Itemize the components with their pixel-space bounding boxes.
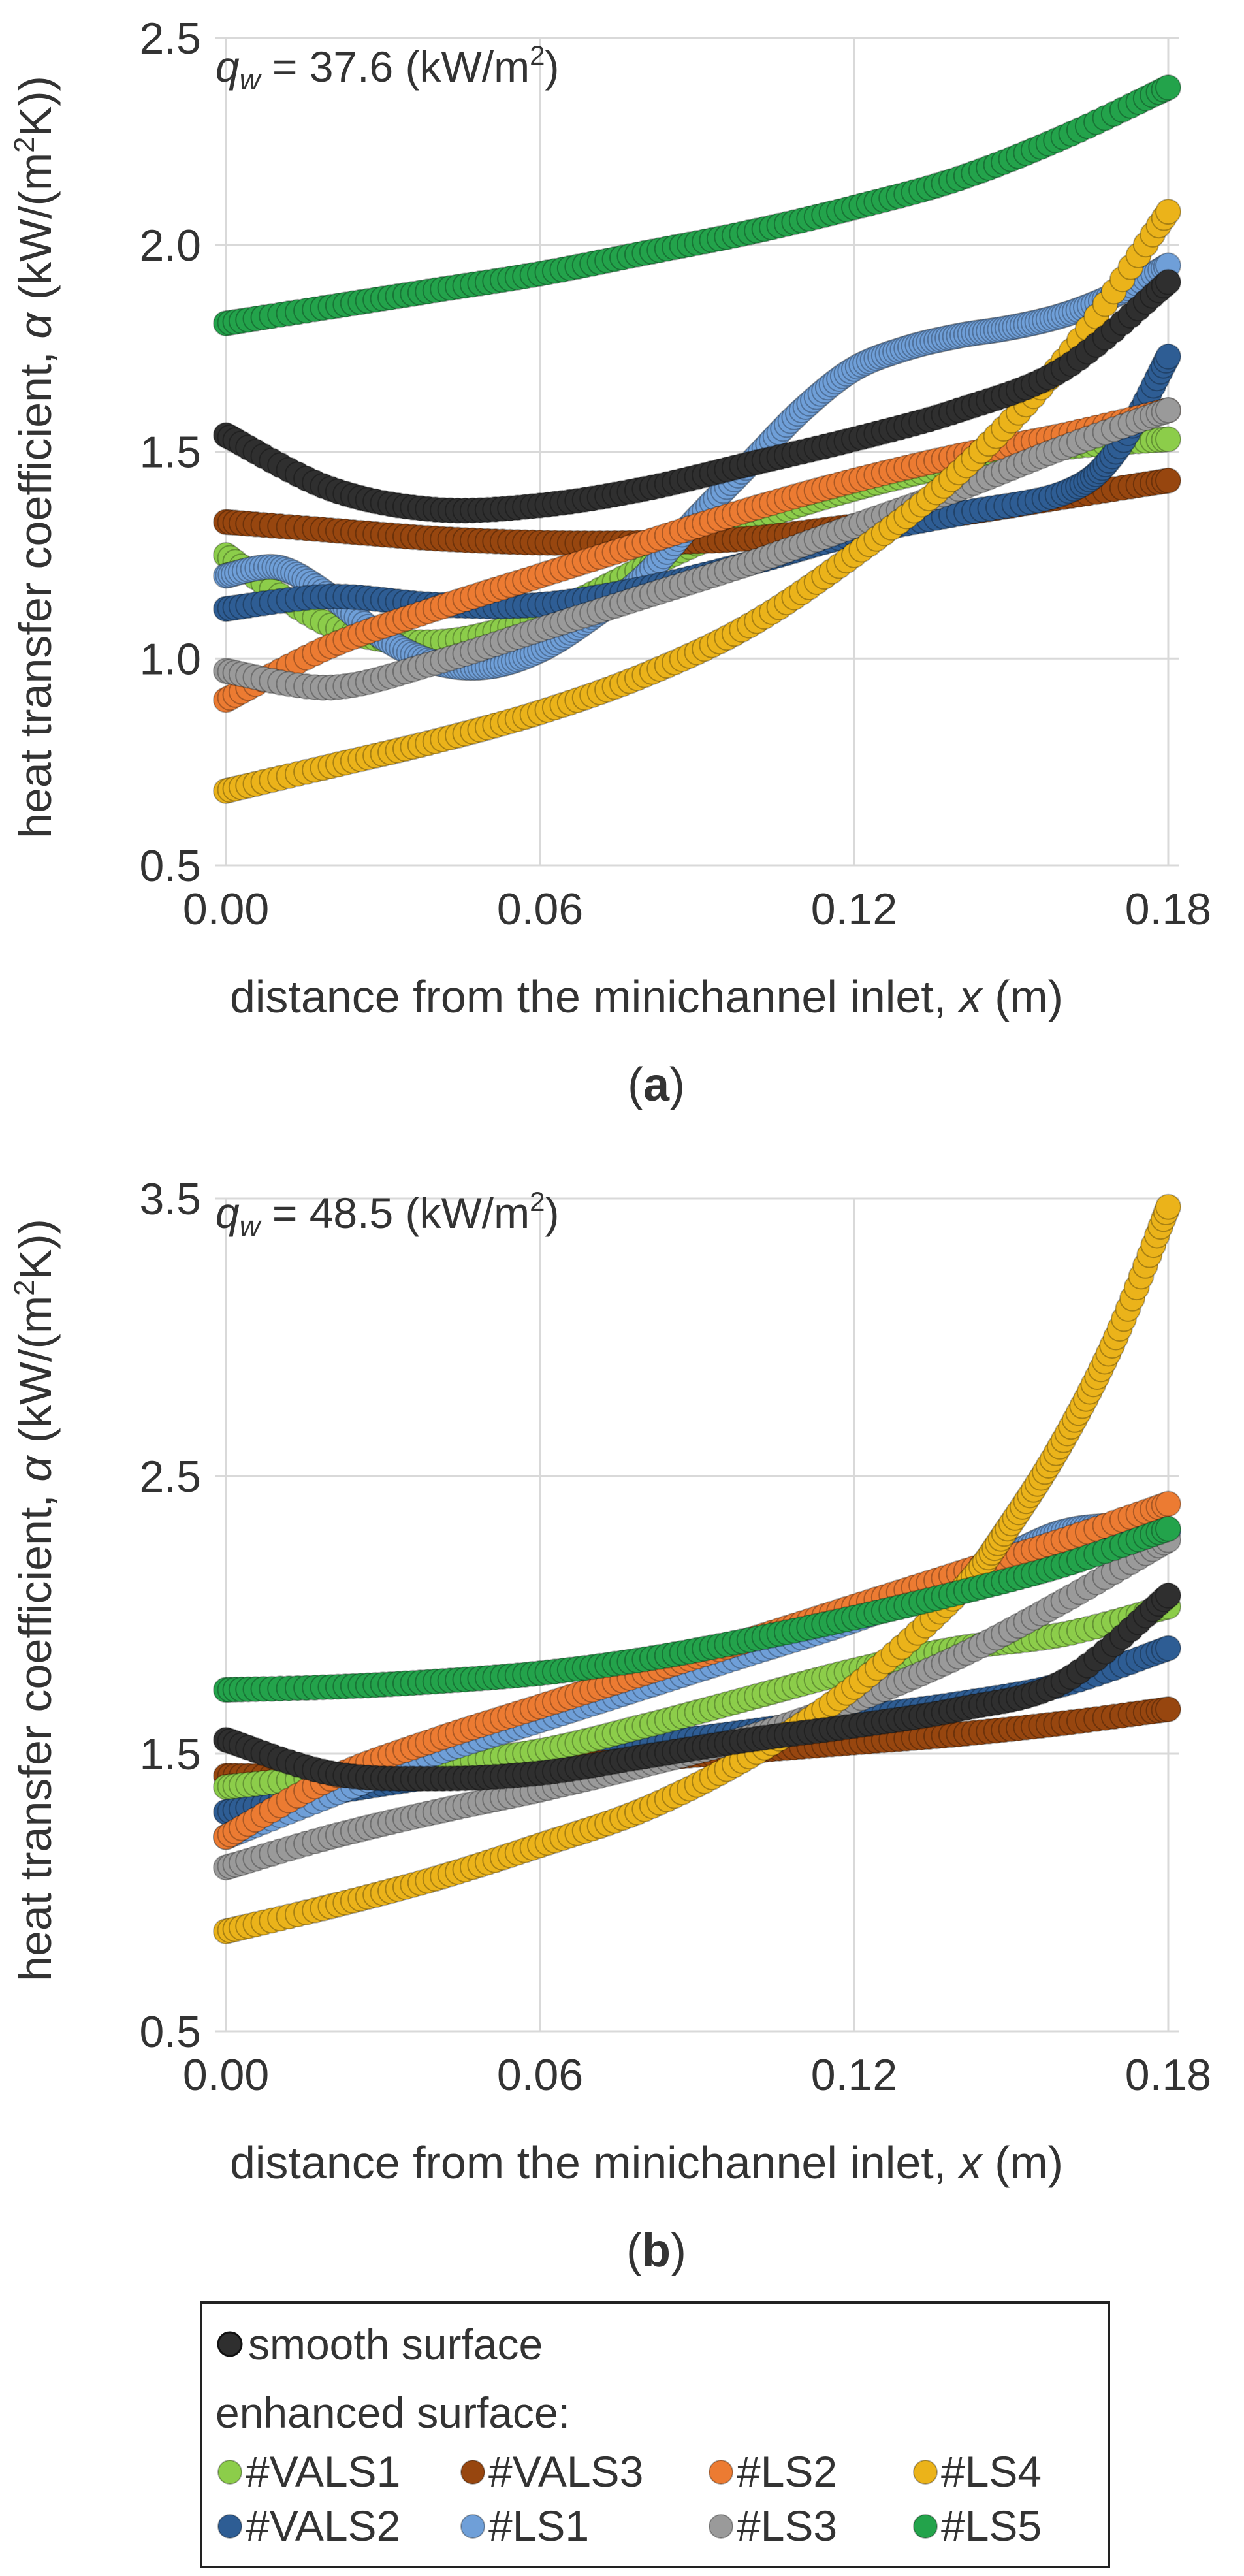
data-point-ls3 [1155, 397, 1181, 424]
y-tick-label-b: 1.5 [139, 1730, 201, 1779]
data-point-ls5 [1155, 1515, 1181, 1542]
series-b [213, 1193, 1181, 1944]
legend-marker-ls3 [709, 2514, 733, 2539]
legend-label-vals1: #VALS1 [246, 2447, 400, 2496]
y-tick-label-b: 2.5 [139, 1452, 201, 1502]
annotation-a: qw = 37.6 (kW/m2) [215, 40, 559, 96]
y-axis-label-b: heat transfer coefficient, α (kW/(m2K)) [8, 1219, 61, 1982]
x-tick-label-a: 0.18 [1125, 884, 1211, 934]
x-axis-label-a: distance from the minichannel inlet, x (… [230, 971, 1063, 1022]
panel-b: 0.5 1.5 2.5 3.5 0.00 0.06 0.12 0.18 qw = 48.5 (… [8, 1174, 1211, 2277]
x-tick-label-a: 0.12 [811, 884, 897, 934]
series-a-ls2 [213, 397, 1181, 713]
x-tick-label-b: 0.18 [1125, 2050, 1211, 2100]
legend-marker-ls2 [709, 2460, 733, 2485]
x-axis-label-b: distance from the minichannel inlet, x (… [230, 2137, 1063, 2188]
legend-marker-ls4 [913, 2460, 938, 2485]
y-tick-label-a: 1.5 [139, 428, 201, 477]
legend-label-enhanced-surface: enhanced surface: [215, 2389, 570, 2437]
ticks-a: 0.5 1.0 1.5 2.0 2.5 0.00 0.06 0.12 0.18 [139, 14, 1211, 934]
legend-marker-smooth-surface [217, 2331, 243, 2357]
data-point-ls4 [1155, 1193, 1181, 1220]
legend-label-ls5: #LS5 [941, 2502, 1042, 2550]
y-axis-label-a: heat transfer coefficient, α (kW/(m2K)) [8, 76, 61, 839]
y-tick-label-b: 0.5 [139, 2007, 201, 2057]
legend-marker-vals3 [460, 2460, 485, 2485]
series-a-ls5 [213, 74, 1181, 337]
data-point-vals3 [1155, 467, 1181, 494]
data-point-smooth-surface [1155, 1582, 1181, 1609]
x-tick-label-b: 0.12 [811, 2050, 897, 2100]
panel-a: 0.5 1.0 1.5 2.0 2.5 0.00 0.06 0.12 0.18 qw = 37.… [8, 14, 1211, 1111]
annotation-b: qw = 48.5 (kW/m2) [215, 1186, 559, 1242]
legend-label-ls1: #LS1 [488, 2502, 589, 2550]
legend: smooth surface enhanced surface: #VALS1 #… [200, 2301, 1110, 2568]
legend-marker-vals2 [217, 2514, 242, 2539]
y-tick-label-b: 3.5 [139, 1174, 201, 1224]
data-point-ls5 [1155, 74, 1181, 101]
data-point-vals2 [1155, 1635, 1181, 1662]
series-a [213, 74, 1181, 804]
x-tick-label-a: 0.06 [497, 884, 583, 934]
x-tick-label-a: 0.00 [183, 884, 269, 934]
data-point-vals2 [1155, 343, 1181, 370]
data-point-ls2 [1155, 1490, 1181, 1517]
grid-b [215, 1197, 1179, 2033]
grid-a [215, 37, 1179, 867]
data-point-vals3 [1155, 1696, 1181, 1722]
x-tick-label-b: 0.06 [497, 2050, 583, 2100]
series-a-ls3 [213, 397, 1181, 701]
y-tick-label-a: 2.5 [139, 14, 201, 63]
legend-marker-vals1 [217, 2460, 242, 2485]
data-point-vals1 [1155, 426, 1181, 453]
data-point-smooth-surface [1155, 268, 1181, 295]
legend-marker-ls5 [913, 2514, 938, 2539]
x-tick-label-b: 0.00 [183, 2050, 269, 2100]
legend-label-vals3: #VALS3 [488, 2447, 643, 2496]
legend-label-ls3: #LS3 [737, 2502, 837, 2550]
series-a-smooth-surface [213, 268, 1181, 524]
caption-a: (a) [628, 1059, 685, 1111]
legend-marker-ls1 [460, 2514, 485, 2539]
caption-b: (b) [626, 2225, 686, 2277]
legend-label-ls4: #LS4 [941, 2447, 1042, 2496]
y-tick-label-a: 2.0 [139, 221, 201, 270]
data-point-ls4 [1155, 199, 1181, 225]
legend-label-ls2: #LS2 [737, 2447, 837, 2496]
y-tick-label-a: 0.5 [139, 841, 201, 891]
legend-label-smooth-surface: smooth surface [248, 2320, 543, 2368]
legend-label-vals2: #VALS2 [246, 2502, 400, 2550]
y-tick-label-a: 1.0 [139, 634, 201, 684]
